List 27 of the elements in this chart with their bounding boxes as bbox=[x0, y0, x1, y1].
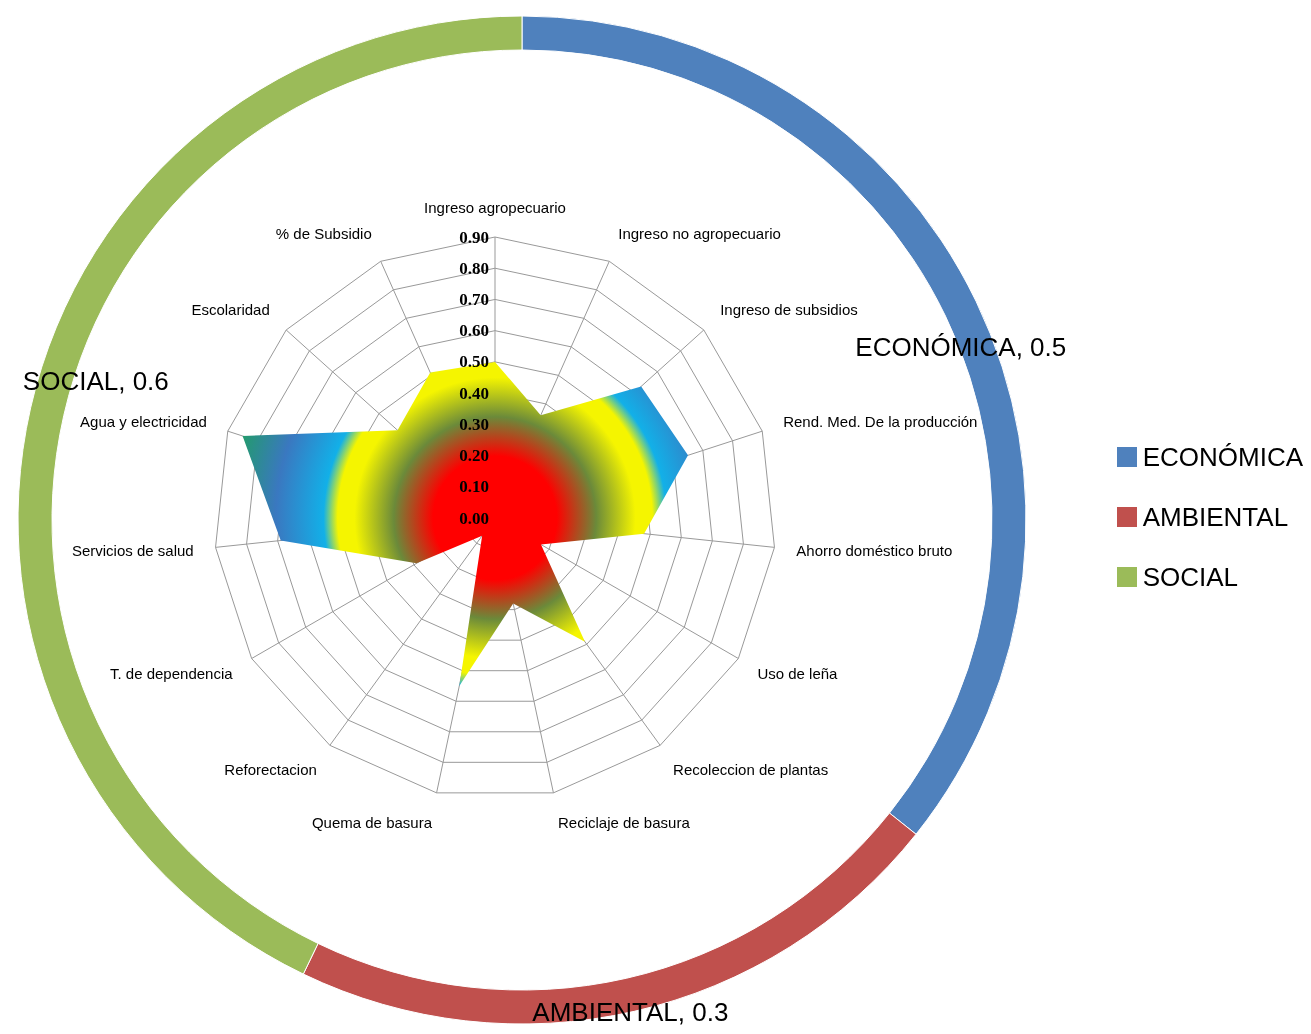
spoke-label: Escolaridad bbox=[191, 301, 270, 319]
spoke-label: Ingreso de subsidios bbox=[720, 301, 858, 319]
y-tick-label: 0.40 bbox=[459, 383, 489, 403]
spoke-label: Reforectacion bbox=[224, 761, 317, 779]
y-tick-label: 0.70 bbox=[459, 289, 489, 309]
spoke-label: Agua y electricidad bbox=[80, 413, 207, 431]
spoke-label: % de Subsidio bbox=[275, 225, 372, 243]
spoke-label: Quema de basura bbox=[311, 813, 433, 831]
y-tick-label: 0.80 bbox=[459, 258, 489, 278]
y-tick-label: 0.60 bbox=[459, 321, 489, 341]
legend-label: SOCIAL bbox=[1142, 561, 1239, 593]
spoke-label: Ingreso agropecuario bbox=[424, 198, 566, 216]
spoke-label: T. de dependencia bbox=[109, 665, 234, 682]
spoke-label: Rend. Med. De la producción bbox=[783, 413, 978, 431]
spoke-label: Ahorro doméstico bruto bbox=[796, 542, 953, 560]
y-tick-label: 0.20 bbox=[459, 446, 489, 466]
y-tick-label: 0.10 bbox=[459, 477, 489, 497]
legend-label: AMBIENTAL bbox=[1142, 501, 1289, 533]
y-tick-label: 0.00 bbox=[459, 508, 489, 528]
spoke-label: Ingreso no agropecuario bbox=[618, 225, 781, 243]
legend-label: ECONÓMICA bbox=[1142, 441, 1303, 473]
spoke-label: Servicios de salud bbox=[71, 542, 194, 560]
spoke-label: Reciclaje de basura bbox=[558, 813, 691, 831]
y-tick-label: 0.90 bbox=[459, 227, 489, 247]
spoke-label: Recoleccion de plantas bbox=[673, 761, 829, 779]
spoke-label: Uso de leña bbox=[757, 665, 839, 682]
y-tick-label: 0.30 bbox=[459, 414, 489, 434]
